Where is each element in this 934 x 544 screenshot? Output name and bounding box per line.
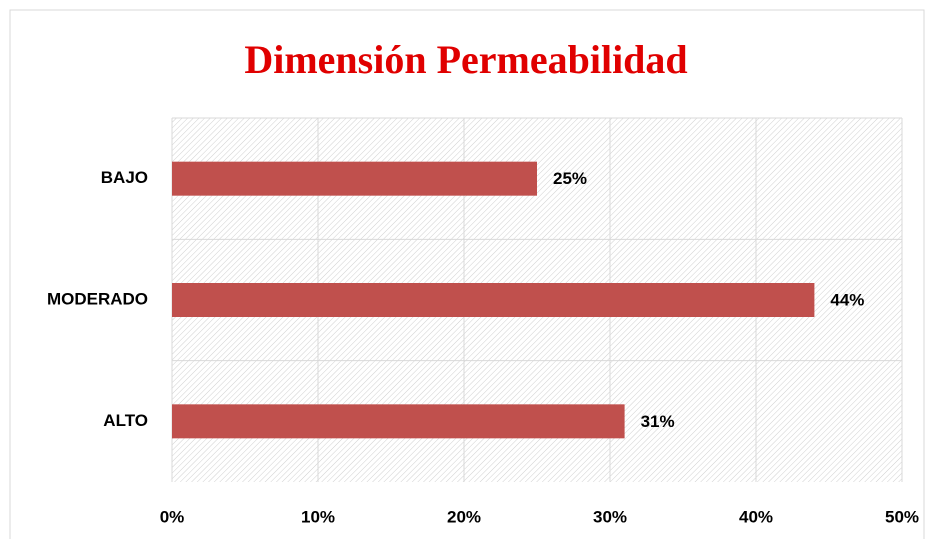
bar <box>172 404 625 439</box>
data-label: 25% <box>553 169 587 188</box>
bar <box>172 161 537 196</box>
x-tick-label: 10% <box>301 507 335 526</box>
y-tick-label: MODERADO <box>47 289 148 308</box>
chart-frame <box>9 9 925 544</box>
x-tick-label: 0% <box>160 507 185 526</box>
y-tick-label: BAJO <box>101 168 148 187</box>
data-label: 44% <box>830 290 864 309</box>
y-tick-label: ALTO <box>103 411 148 430</box>
data-label: 31% <box>641 412 675 431</box>
x-tick-label: 20% <box>447 507 481 526</box>
x-tick-label: 40% <box>739 507 773 526</box>
x-tick-label: 30% <box>593 507 627 526</box>
chart-title: Dimensión Permeabilidad <box>244 37 687 82</box>
x-tick-label: 50% <box>885 507 919 526</box>
bar <box>172 283 815 317</box>
